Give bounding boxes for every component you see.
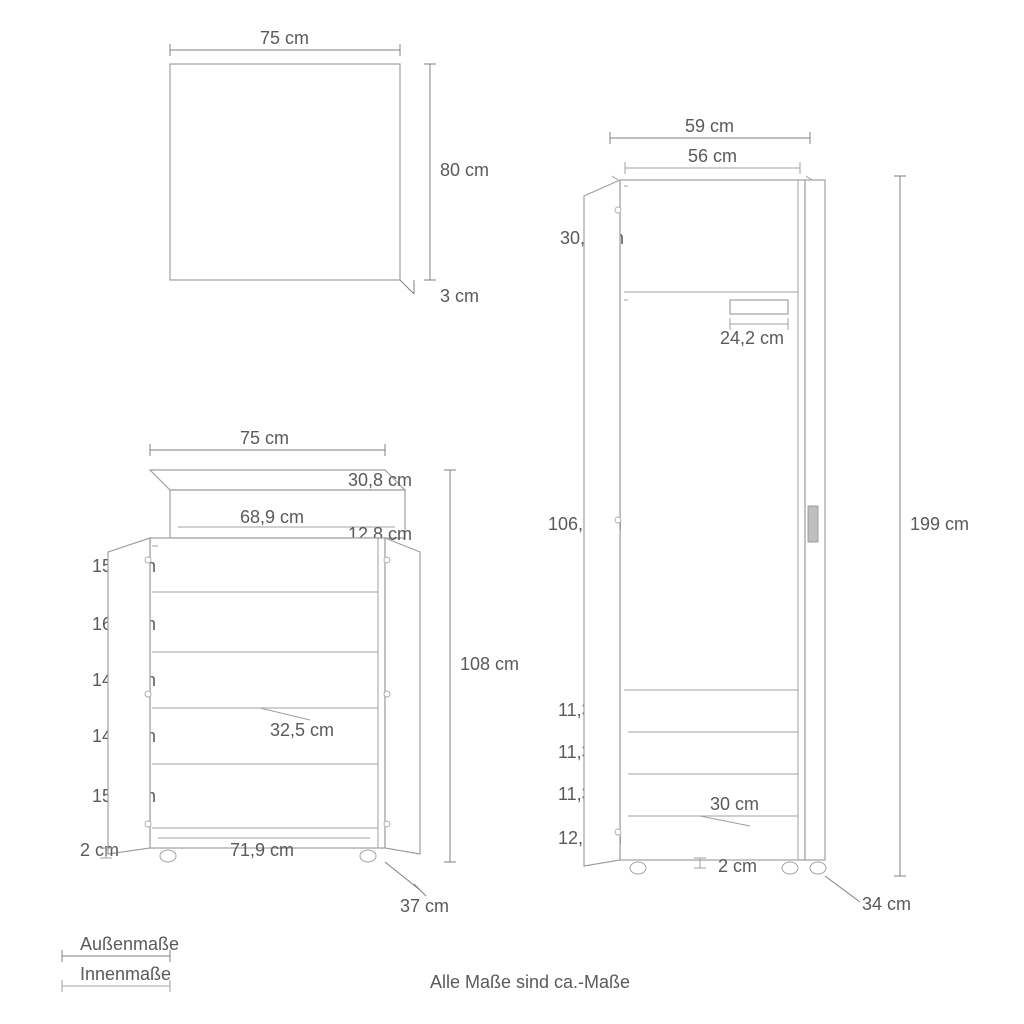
legend-inner: Innenmaße (80, 964, 171, 984)
cabinet-width-label: 75 cm (240, 428, 289, 448)
cabinet-drawer-width: 68,9 cm (240, 507, 304, 527)
cabinet-depth-label: 37 cm (400, 896, 449, 916)
cabinet-left-door (108, 538, 150, 854)
footer-note: Alle Maße sind ca.-Maße (430, 972, 630, 992)
cabinet-shelf-depth: 32,5 cm (270, 720, 334, 740)
cabinet-group: 75 cm 30,8 cm 68,9 cm 12,8 cm 32,5 cm 15… (80, 428, 519, 916)
wardrobe-depth-label: 34 cm (862, 894, 911, 914)
mirror-depth-label: 3 cm (440, 286, 479, 306)
cabinet-gap: 2 cm (80, 840, 119, 860)
legend-outer: Außenmaße (80, 934, 179, 954)
cabinet-right-door (385, 538, 420, 854)
wardrobe-rail-depth: 24,2 cm (720, 328, 784, 348)
mirror-group: 75 cm 80 cm 3 cm (170, 28, 489, 306)
diagram-root: 75 cm 80 cm 3 cm 75 cm 30,8 cm 68,9 cm 1… (0, 0, 1024, 1024)
mirror-width-label: 75 cm (260, 28, 309, 48)
cabinet-height-label: 108 cm (460, 654, 519, 674)
wardrobe-handle (808, 506, 818, 542)
wardrobe-inner-width: 56 cm (688, 146, 737, 166)
wardrobe-left-door (584, 180, 620, 866)
mirror-panel (170, 64, 400, 280)
wardrobe-outer-width: 59 cm (685, 116, 734, 136)
legend: Außenmaße Innenmaße (62, 934, 179, 992)
wardrobe-height-label: 199 cm (910, 514, 969, 534)
mirror-height-label: 80 cm (440, 160, 489, 180)
wardrobe-gap: 2 cm (718, 856, 757, 876)
wardrobe-group: 59 cm 56 cm 30,9 cm 24,2 cm 106,8 cm (548, 116, 969, 914)
cabinet-body (150, 538, 385, 848)
wardrobe-rail (730, 300, 788, 314)
wardrobe-body (620, 180, 805, 860)
wardrobe-shoe-depth: 30 cm (710, 794, 759, 814)
cabinet-drawer-depth: 30,8 cm (348, 470, 412, 490)
cabinet-interior-width: 71,9 cm (230, 840, 294, 860)
